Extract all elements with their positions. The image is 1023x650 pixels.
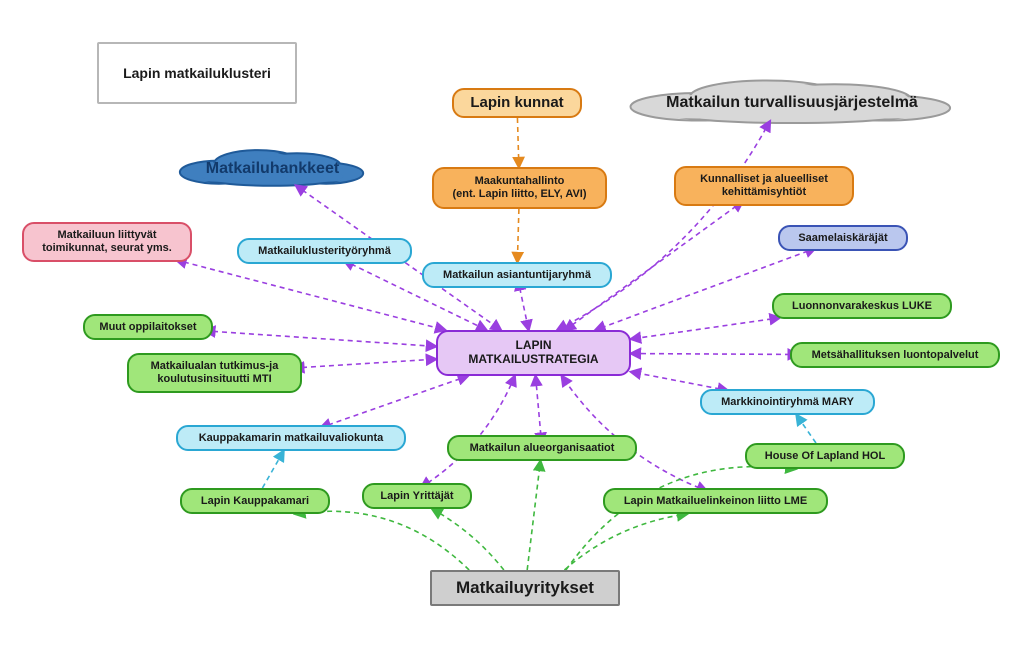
edge-kunnat-maakunta xyxy=(517,118,518,167)
diagram-stage: Lapin matkailuklusteri LAPIN MATKAILUSTRA… xyxy=(0,0,1023,650)
edge-metsa-center xyxy=(631,354,790,355)
edge-asiantuntija-center xyxy=(520,288,529,330)
edge-yritykset-kauppakamari xyxy=(295,511,469,570)
edge-alueorg-center xyxy=(536,376,541,435)
node-toimikunnat: Matkailuun liittyvät toimikunnat, seurat… xyxy=(22,222,192,262)
edge-yritykset-alueorg xyxy=(527,461,540,570)
node-kunnat: Lapin kunnat xyxy=(452,88,582,118)
node-mti: Matkailualan tutkimus-ja koulutusinsituu… xyxy=(127,353,302,393)
node-luke: Luonnonvarakeskus LUKE xyxy=(772,293,952,319)
edge-kauppaval-center xyxy=(328,376,468,425)
node-saamelais: Saamelaiskäräjät xyxy=(778,225,908,251)
node-alueorg: Matkailun alueorganisaatiot xyxy=(447,435,637,461)
node-hankkeet: Matkailuhankkeet xyxy=(175,148,370,190)
node-lme: Lapin Matkailuelinkeinon liitto LME xyxy=(603,488,828,514)
node-oppilaitos: Muut oppilaitokset xyxy=(83,314,213,340)
node-keskit: Kunnalliset ja alueelliset kehittämisyht… xyxy=(674,166,854,206)
edge-maakunta-asiantuntija xyxy=(517,209,519,262)
edge-yritykset-yrittajat xyxy=(432,509,504,570)
node-yrittajat: Lapin Yrittäjät xyxy=(362,483,472,509)
edge-mti-center xyxy=(302,359,436,367)
node-hol: House Of Lapland HOL xyxy=(745,443,905,469)
edge-luke-center xyxy=(631,319,772,339)
edge-lme-center xyxy=(562,376,700,488)
edge-yrittajat-center xyxy=(428,376,515,483)
node-center: LAPIN MATKAILUSTRATEGIA xyxy=(436,330,631,376)
edge-saamelais-center xyxy=(595,251,808,330)
edge-yritykset-hol xyxy=(566,467,796,570)
node-yritykset: Matkailuyritykset xyxy=(430,570,620,606)
node-asiantuntija: Matkailun asiantuntijaryhmä xyxy=(422,262,612,288)
edge-oppilaitos-center xyxy=(213,331,436,346)
node-title: Lapin matkailuklusteri xyxy=(97,42,297,104)
edge-mary-center xyxy=(631,372,720,389)
edge-yritykset-lme xyxy=(564,514,687,570)
edge-toimikunnat-center xyxy=(184,262,445,330)
node-maakunta: Maakuntahallinto (ent. Lapin liitto, ELY… xyxy=(432,167,607,209)
edge-hol-mary xyxy=(797,415,816,443)
node-kauppakamari: Lapin Kauppakamari xyxy=(180,488,330,514)
edge-turva-center xyxy=(557,128,766,330)
edge-kauppakamari-kauppaval xyxy=(262,451,283,488)
node-metsa: Metsähallituksen luontopalvelut xyxy=(790,342,1000,368)
node-turva: Matkailun turvallisuusjärjestelmä xyxy=(622,78,962,128)
node-kauppaval: Kauppakamarin matkailuvaliokunta xyxy=(176,425,406,451)
node-klusteri: Matkailuklusterityöryhmä xyxy=(237,238,412,264)
node-mary: Markkinointiryhmä MARY xyxy=(700,389,875,415)
